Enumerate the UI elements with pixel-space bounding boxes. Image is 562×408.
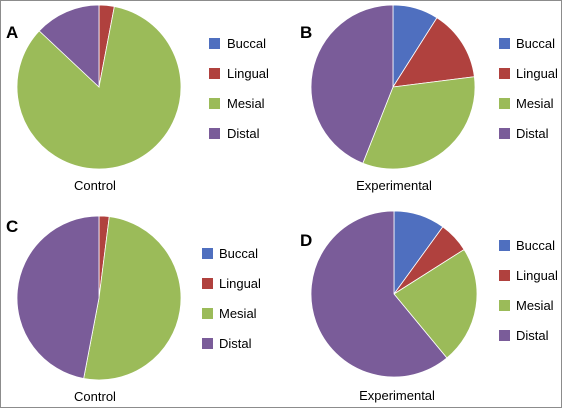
pie-slice-distal bbox=[38, 4, 100, 88]
legend-d: Buccal Lingual Mesial Distal bbox=[499, 238, 558, 343]
legend-swatch-buccal bbox=[499, 240, 510, 251]
legend-swatch-buccal bbox=[209, 38, 220, 49]
legend-swatch-mesial bbox=[499, 300, 510, 311]
panel-d: D Experimental Buccal Lingual Mesial Dis… bbox=[300, 210, 558, 403]
legend-label-lingual: Lingual bbox=[516, 268, 558, 283]
panel-b: B Experimental Buccal Lingual Mesial Dis… bbox=[300, 4, 558, 193]
legend-swatch-buccal bbox=[202, 248, 213, 259]
legend-label-distal: Distal bbox=[516, 328, 549, 343]
legend-label-buccal: Buccal bbox=[219, 246, 258, 261]
panel-label-b: B bbox=[300, 23, 312, 42]
pie-d bbox=[310, 210, 478, 378]
panel-label-c: C bbox=[6, 217, 18, 236]
legend-a: Buccal Lingual Mesial Distal bbox=[209, 36, 269, 141]
pie-slice-distal bbox=[16, 215, 100, 380]
legend-label-mesial: Mesial bbox=[219, 306, 257, 321]
pie-slice-mesial bbox=[83, 216, 182, 381]
legend-b: Buccal Lingual Mesial Distal bbox=[499, 36, 558, 141]
caption-b: Experimental bbox=[356, 178, 432, 193]
pie-slice-mesial bbox=[393, 248, 478, 359]
caption-c: Control bbox=[74, 389, 116, 404]
legend-label-mesial: Mesial bbox=[516, 96, 554, 111]
legend-label-mesial: Mesial bbox=[516, 298, 554, 313]
pie-c bbox=[16, 215, 182, 381]
legend-label-distal: Distal bbox=[516, 126, 549, 141]
pie-slice-mesial bbox=[16, 5, 182, 170]
caption-a: Control bbox=[74, 178, 116, 193]
legend-swatch-mesial bbox=[499, 98, 510, 109]
legend-label-lingual: Lingual bbox=[227, 66, 269, 81]
legend-swatch-lingual bbox=[209, 68, 220, 79]
legend-swatch-distal bbox=[209, 128, 220, 139]
legend-label-lingual: Lingual bbox=[516, 66, 558, 81]
legend-label-buccal: Buccal bbox=[516, 238, 555, 253]
legend-label-distal: Distal bbox=[227, 126, 260, 141]
legend-swatch-lingual bbox=[499, 270, 510, 281]
legend-swatch-distal bbox=[499, 330, 510, 341]
caption-d: Experimental bbox=[359, 388, 435, 403]
panel-a: A Control Buccal Lingual Mesial Distal bbox=[6, 4, 269, 193]
panel-c: C Control Buccal Lingual Mesial Distal bbox=[6, 215, 261, 404]
legend-swatch-lingual bbox=[499, 68, 510, 79]
pie-a bbox=[16, 4, 182, 170]
legend-swatch-buccal bbox=[499, 38, 510, 49]
pie-slice-mesial bbox=[362, 76, 476, 170]
legend-label-distal: Distal bbox=[219, 336, 252, 351]
pie-slice-distal bbox=[310, 4, 394, 164]
legend-swatch-distal bbox=[202, 338, 213, 349]
legend-label-buccal: Buccal bbox=[516, 36, 555, 51]
legend-label-mesial: Mesial bbox=[227, 96, 265, 111]
pie-b bbox=[310, 4, 476, 170]
legend-swatch-mesial bbox=[209, 98, 220, 109]
legend-swatch-distal bbox=[499, 128, 510, 139]
legend-swatch-mesial bbox=[202, 308, 213, 319]
legend-c: Buccal Lingual Mesial Distal bbox=[202, 246, 261, 351]
legend-label-lingual: Lingual bbox=[219, 276, 261, 291]
panel-label-d: D bbox=[300, 231, 312, 250]
legend-label-buccal: Buccal bbox=[227, 36, 266, 51]
pie-slice-distal bbox=[310, 210, 448, 378]
pie-slice-lingual bbox=[392, 17, 475, 88]
legend-swatch-lingual bbox=[202, 278, 213, 289]
panel-label-a: A bbox=[6, 23, 18, 42]
